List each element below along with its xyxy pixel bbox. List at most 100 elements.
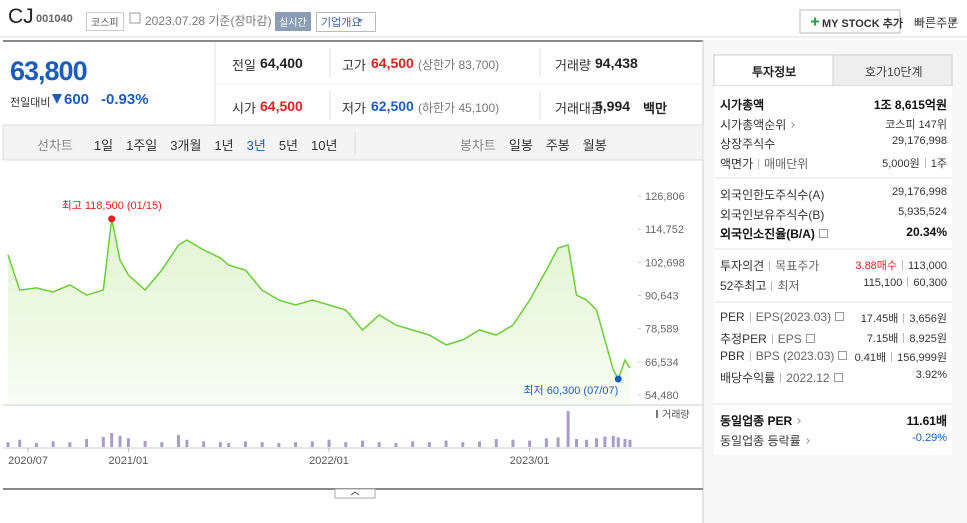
value-part: 20.34%	[906, 225, 947, 239]
tab-label: 봉차트	[460, 138, 496, 153]
panel-top	[3, 40, 703, 42]
y-tick-label: 78,589	[645, 324, 679, 336]
chevron	[789, 121, 796, 128]
volume-bar	[101, 437, 105, 447]
volume-bar	[143, 441, 147, 447]
value-part: 8,925원	[909, 332, 947, 345]
info-value: 코스피 147위	[885, 116, 947, 132]
info-value: 5,000원 1주	[882, 155, 947, 171]
label-part: 동일업종 등락률	[720, 433, 801, 448]
value-part: 7.15배	[866, 332, 899, 345]
label-part: 배당수익률	[720, 370, 776, 385]
summary-value: 5,994	[595, 98, 631, 114]
tab-label: 선차트	[37, 138, 73, 153]
value-part: 17.45배	[860, 313, 899, 325]
summary-value: 94,438	[595, 55, 638, 71]
info-value: 7.15배 8,925원	[867, 330, 947, 346]
volume-bar	[411, 441, 415, 447]
label-part: 목표주가	[775, 259, 820, 273]
info-label: 시가총액	[720, 96, 764, 113]
volume-bar	[377, 442, 381, 447]
volume-bar	[202, 441, 206, 447]
value-part: 3.88매수	[855, 260, 898, 272]
extreme-dot	[614, 375, 622, 383]
x-tick-label: 2023/01	[510, 455, 550, 467]
candle-tab[interactable]: 월봉	[582, 138, 607, 153]
chevron	[803, 437, 810, 444]
pipe	[780, 372, 782, 383]
info-label: PER EPS(2023.03)	[720, 310, 845, 324]
info-label: 추정PER EPS	[720, 330, 815, 347]
info-label: PBR BPS (2023.03)	[720, 349, 848, 363]
current-price: 63,800	[10, 56, 88, 86]
dropdown-icon	[951, 19, 957, 23]
info-label: 배당수익률 2022.12	[720, 369, 843, 386]
help-icon	[838, 351, 848, 360]
my-stock[interactable]: MY STOCK 추가	[822, 18, 903, 30]
realtime-badge[interactable]: 실시간	[275, 12, 311, 31]
info-value: 5,935,524	[898, 206, 947, 218]
volume-bar	[444, 440, 448, 447]
volume-bar	[68, 442, 72, 447]
help-icon	[818, 229, 828, 238]
stock-code: 001040	[36, 13, 73, 25]
summary-label: 거래대금	[555, 101, 603, 116]
company-info[interactable]: 기업개요	[316, 12, 377, 32]
label-part: EPS(2023.03)	[755, 310, 832, 324]
volume-bar	[528, 440, 532, 447]
info-value: 0.41배 156,999원	[855, 349, 947, 365]
summary-value: 64,500	[260, 98, 303, 114]
change-label: 전일대비	[10, 97, 51, 109]
info-label: 시가총액순위	[720, 116, 796, 133]
period-tab[interactable]: 5년	[278, 138, 299, 153]
candle-tab[interactable]: 일봉	[508, 138, 533, 153]
info-label: 동일업종 PER	[720, 412, 802, 429]
chevron	[795, 418, 802, 424]
label-part: 시가총액순위	[720, 117, 787, 132]
volume-bar	[260, 442, 264, 447]
info-value: 29,176,998	[892, 186, 947, 198]
summary-unit: 백만	[643, 101, 667, 116]
change-rate: -0.93%	[101, 91, 149, 108]
volume-bar	[160, 442, 164, 447]
value-part: 156,999원	[897, 352, 947, 364]
base-date: 2023.07.28 기준(장마감)	[145, 14, 272, 28]
value-part: 코스피 147위	[885, 118, 947, 131]
label-part: 외국인소진율(B/A)	[720, 227, 815, 241]
volume-bar	[556, 437, 560, 447]
stock-name: CJ	[8, 5, 34, 28]
volume-bar	[294, 442, 298, 447]
period-tab[interactable]: 1년	[214, 138, 234, 153]
toggle-button[interactable]	[334, 488, 376, 499]
period-tab[interactable]: 10년	[311, 138, 338, 153]
candle-tab[interactable]: 주봉	[545, 138, 570, 153]
my-stock-button[interactable]	[799, 9, 901, 34]
volume-bar	[603, 436, 607, 447]
period-tab[interactable]: 3년	[246, 138, 266, 153]
pipe	[771, 280, 773, 291]
info-tab[interactable]: 호가10단계	[865, 65, 923, 79]
volume-bar	[310, 441, 314, 447]
period-tab[interactable]: 1주일	[126, 138, 158, 153]
period-tab[interactable]: 3개월	[170, 138, 202, 153]
volume-bar	[544, 438, 548, 447]
volume-bar	[616, 437, 620, 447]
market-badge: 코스피	[86, 12, 124, 31]
info-box	[714, 86, 952, 455]
quick-order[interactable]: 빠른주문	[914, 16, 959, 30]
volume-bar	[218, 442, 222, 447]
x-tick-label: 2020/07	[8, 455, 48, 467]
tab[interactable]	[832, 54, 953, 87]
info-tab[interactable]: 투자정보	[752, 65, 797, 79]
value-part: -0.29%	[912, 431, 947, 444]
calendar-icon	[129, 12, 141, 24]
info-value: 20.34%	[906, 225, 947, 239]
period-tab[interactable]: 1일	[93, 138, 114, 153]
volume-bar	[177, 435, 181, 447]
label-part: 동일업종 PER	[720, 414, 793, 428]
summary-label: 저가	[342, 101, 366, 116]
info-label: 동일업종 등락률	[720, 432, 810, 449]
volume-bar	[85, 439, 89, 447]
value-part: 5,935,524	[898, 205, 947, 218]
toggle-icon	[350, 491, 360, 496]
